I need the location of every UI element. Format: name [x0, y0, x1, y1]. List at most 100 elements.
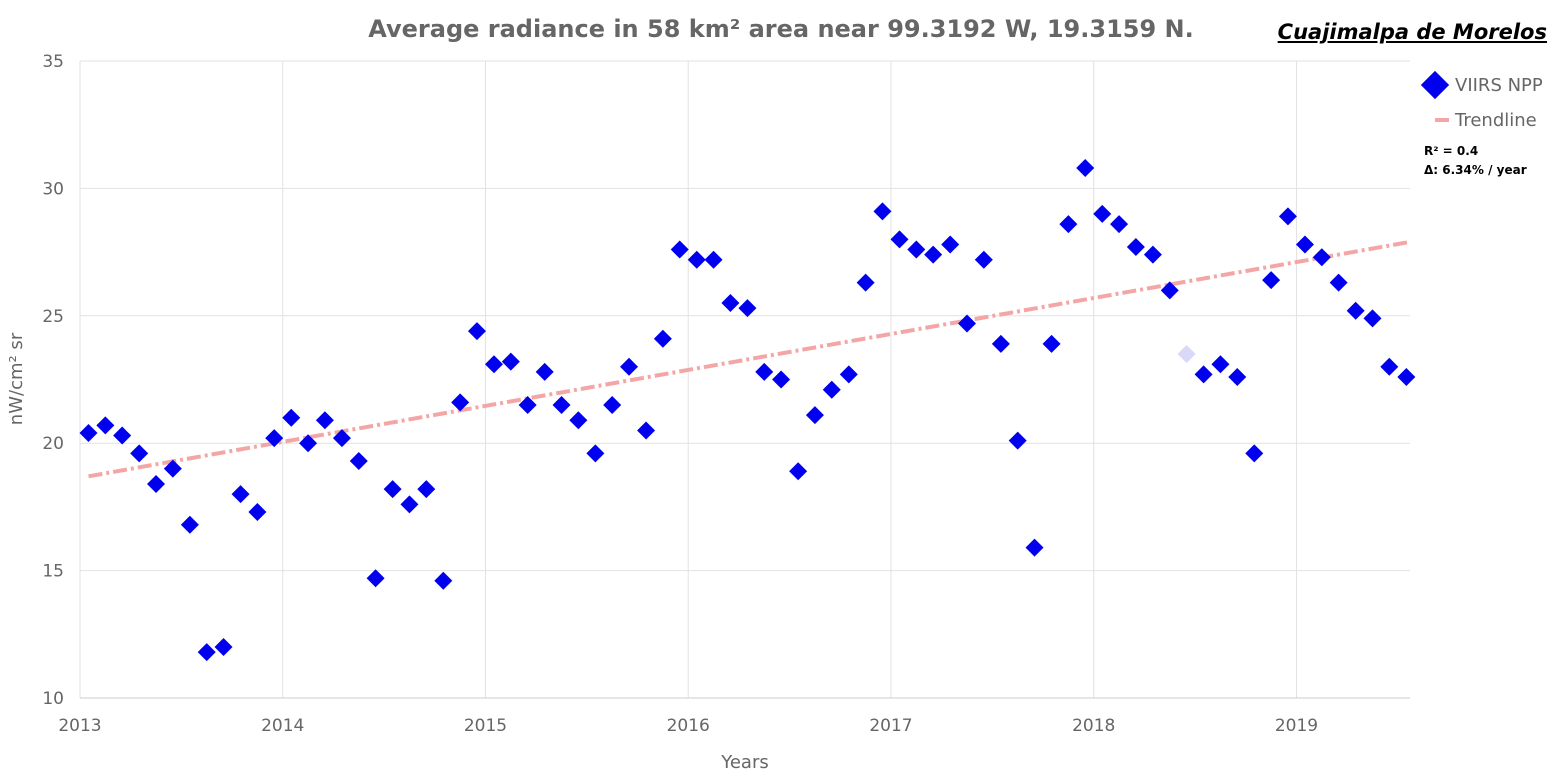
data-point: [1059, 215, 1078, 234]
data-point: [1126, 238, 1145, 257]
trendline-series: [88, 239, 1411, 479]
y-tick-label: 30: [42, 179, 64, 199]
data-point: [670, 240, 689, 259]
y-tick-label: 10: [42, 689, 64, 709]
data-point: [873, 202, 892, 221]
data-point: [586, 444, 605, 463]
data-point: [197, 643, 216, 662]
y-tick-label: 15: [42, 562, 64, 582]
data-point: [991, 334, 1010, 353]
data-point: [1076, 159, 1095, 178]
data-point: [1025, 538, 1044, 557]
legend-label-trendline: Trendline: [1454, 110, 1537, 131]
x-tick-label: 2015: [464, 716, 507, 736]
x-tick-label: 2017: [869, 716, 912, 736]
y-tick-label: 20: [42, 434, 64, 454]
data-point: [1278, 207, 1297, 226]
data-point: [924, 245, 943, 264]
data-point: [620, 357, 639, 376]
x-tick-label: 2018: [1072, 716, 1115, 736]
x-tick-label: 2016: [667, 716, 710, 736]
place-label: Cuajimalpa de Morelos: [1277, 20, 1547, 44]
data-point: [805, 406, 824, 425]
data-point: [467, 322, 486, 341]
data-point: [1042, 334, 1061, 353]
data-point: [1245, 444, 1264, 463]
data-point: [839, 365, 858, 384]
legend: VIIRS NPP Trendline R² = 0.4 Δ: 6.34% / …: [1420, 70, 1543, 177]
data-point: [907, 240, 926, 259]
data-point: [1346, 301, 1365, 320]
legend-delta: Δ: 6.34% / year: [1424, 163, 1527, 177]
data-point: [434, 571, 453, 590]
data-point: [231, 485, 250, 504]
data-point: [704, 250, 723, 269]
data-point: [1211, 355, 1230, 374]
data-point: [282, 408, 301, 427]
data-point: [1262, 271, 1281, 290]
data-point: [163, 459, 182, 478]
data-point: [637, 421, 656, 440]
trendline: [88, 239, 1411, 479]
data-point: [1380, 357, 1399, 376]
data-point: [789, 462, 808, 481]
data-point: [1228, 367, 1247, 386]
data-point: [755, 362, 774, 381]
data-point: [113, 426, 132, 445]
data-point: [738, 299, 757, 318]
data-point: [383, 480, 402, 499]
data-point: [79, 424, 98, 443]
data-point: [96, 416, 115, 435]
legend-label-viirs-npp: VIIRS NPP: [1455, 75, 1543, 96]
data-point: [721, 294, 740, 313]
data-point: [130, 444, 149, 463]
data-point: [535, 362, 554, 381]
data-point: [1397, 367, 1416, 386]
data-point: [265, 429, 284, 448]
data-point: [653, 329, 672, 348]
data-point: [552, 395, 571, 414]
data-point: [214, 638, 233, 657]
data-point: [1093, 204, 1112, 223]
data-point: [518, 395, 537, 414]
data-point: [1363, 309, 1382, 328]
chart-title: Average radiance in 58 km² area near 99.…: [368, 15, 1193, 43]
data-point: [890, 230, 909, 249]
grid-lines: [79, 60, 1410, 698]
data-point: [501, 352, 520, 371]
data-point: [856, 273, 875, 292]
data-point: [1312, 248, 1331, 267]
data-point: [603, 395, 622, 414]
legend-marker-viirs-npp: [1420, 70, 1450, 100]
data-point: [1194, 365, 1213, 384]
data-point: [958, 314, 977, 333]
data-point: [180, 515, 199, 534]
data-point: [687, 250, 706, 269]
y-tick-label: 35: [42, 52, 64, 72]
data-point: [772, 370, 791, 389]
x-tick-label: 2014: [261, 716, 304, 736]
x-axis-ticks: 2013 2014 2015 2016 2017 2018 2019: [58, 716, 1318, 736]
x-axis-title: Years: [720, 752, 769, 773]
data-point: [1110, 215, 1129, 234]
data-point: [417, 480, 436, 499]
data-point: [941, 235, 960, 254]
data-point: [1329, 273, 1348, 292]
y-axis-title: nW/cm² sr: [6, 332, 27, 425]
data-point: [349, 452, 368, 471]
data-point: [315, 411, 334, 430]
data-point: [485, 355, 504, 374]
y-tick-label: 25: [42, 307, 64, 327]
x-tick-label: 2019: [1275, 716, 1318, 736]
data-point: [1177, 345, 1196, 364]
data-point: [451, 393, 470, 412]
data-point: [332, 429, 351, 448]
legend-r-squared: R² = 0.4: [1424, 144, 1478, 158]
data-point: [1008, 431, 1027, 450]
data-point: [1143, 245, 1162, 264]
data-point: [400, 495, 419, 514]
data-point: [366, 569, 385, 588]
x-tick-label: 2013: [58, 716, 101, 736]
data-point: [974, 250, 993, 269]
